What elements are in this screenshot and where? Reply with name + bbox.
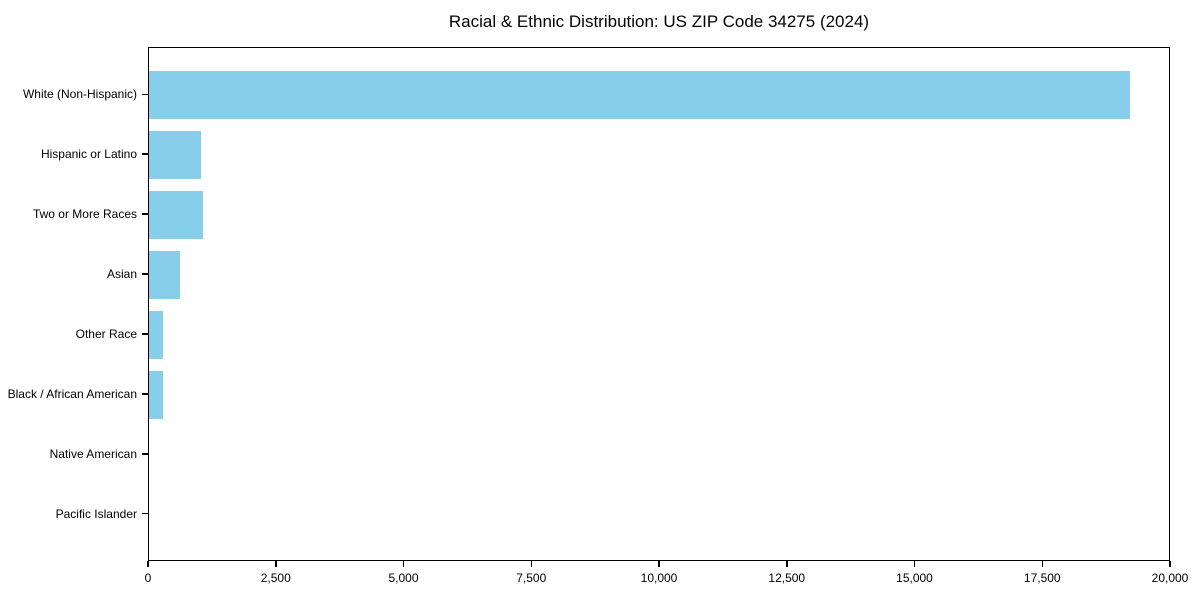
y-tick-mark bbox=[142, 333, 148, 335]
y-tick-mark bbox=[142, 93, 148, 96]
plot-area bbox=[148, 47, 1170, 561]
x-tick-label: 17,500 bbox=[1023, 571, 1061, 585]
x-tick-mark bbox=[913, 561, 916, 567]
x-tick-mark bbox=[1169, 561, 1171, 567]
y-tick-label: Other Race bbox=[75, 326, 137, 341]
y-tick-label: Asian bbox=[106, 267, 137, 282]
x-tick-label: 0 bbox=[144, 571, 152, 585]
y-tick-mark bbox=[142, 512, 148, 515]
y-tick-mark bbox=[142, 453, 148, 455]
bar-black-african-american bbox=[149, 370, 163, 419]
x-tick-mark bbox=[402, 561, 405, 567]
x-tick-mark bbox=[786, 561, 788, 567]
bar-two-or-more-races bbox=[149, 191, 203, 240]
x-tick-mark bbox=[147, 561, 149, 567]
x-tick-label: 20,000 bbox=[1151, 571, 1189, 585]
bar-white-non-hispanic bbox=[149, 71, 1130, 120]
x-tick-mark bbox=[1041, 561, 1043, 567]
y-tick-label: Native American bbox=[49, 446, 137, 461]
y-tick-mark bbox=[142, 213, 148, 215]
y-tick-label: White (Non-Hispanic) bbox=[22, 87, 137, 102]
x-tick-mark bbox=[530, 561, 532, 567]
y-tick-label: Hispanic or Latino bbox=[40, 147, 137, 162]
y-tick-mark bbox=[142, 153, 148, 155]
chart-title: Racial & Ethnic Distribution: US ZIP Cod… bbox=[448, 12, 870, 31]
x-tick-label: 12,500 bbox=[768, 571, 806, 585]
y-tick-mark bbox=[142, 273, 148, 275]
y-tick-label: Two or More Races bbox=[32, 207, 137, 222]
bar-asian bbox=[149, 251, 180, 300]
y-tick-label: Pacific Islander bbox=[55, 506, 137, 521]
x-tick-label: 15,000 bbox=[896, 571, 933, 585]
x-tick-mark bbox=[275, 561, 277, 567]
x-tick-label: 7,500 bbox=[516, 571, 547, 585]
x-tick-label: 5,000 bbox=[388, 571, 419, 585]
bar-hispanic-or-latino bbox=[149, 131, 201, 180]
y-tick-mark bbox=[142, 393, 148, 395]
x-tick-label: 10,000 bbox=[640, 571, 678, 585]
x-tick-label: 2,500 bbox=[260, 571, 291, 585]
y-tick-label: Black / African American bbox=[7, 386, 137, 401]
x-tick-mark bbox=[658, 561, 660, 567]
bar-other-race bbox=[149, 310, 164, 359]
